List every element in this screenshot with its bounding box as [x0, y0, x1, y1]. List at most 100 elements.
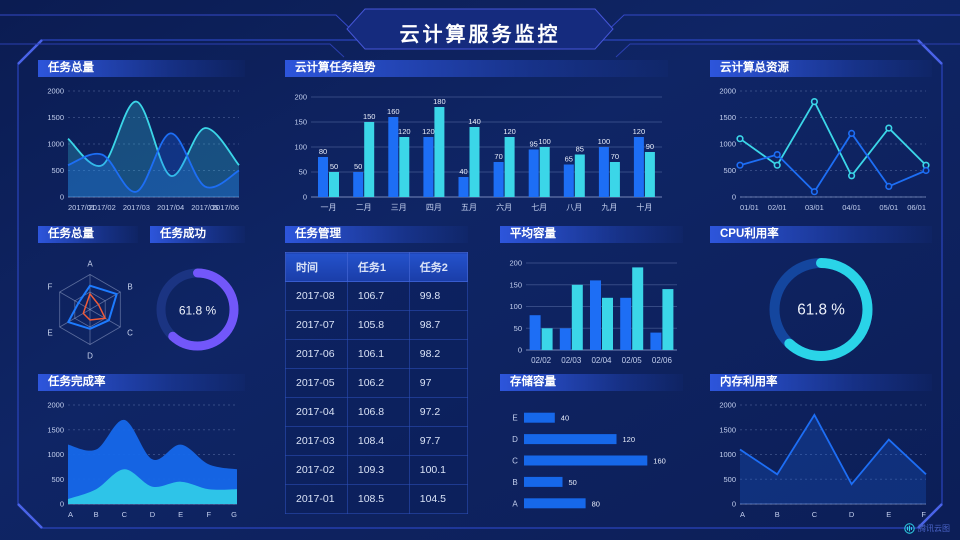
svg-text:65: 65	[565, 155, 573, 164]
svg-text:九月: 九月	[601, 203, 617, 212]
panel-cpu-usage: CPU利用率 61.8 %	[710, 226, 932, 366]
svg-text:0: 0	[732, 500, 736, 509]
svg-text:1000: 1000	[719, 140, 736, 149]
svg-text:40: 40	[561, 414, 569, 423]
svg-text:C: C	[127, 329, 133, 338]
task-trend-bar-chart: 0 50 100 150 200 80 50 一月 50 150 二月 160 120 三月 120 180 四…	[285, 83, 668, 218]
svg-text:2000: 2000	[47, 87, 64, 96]
panel-task-total-line: 任务总量 0 500 1000 1500 2000 2017/01 2017/02 2017/…	[38, 60, 245, 213]
svg-text:50: 50	[330, 162, 338, 171]
svg-text:500: 500	[723, 166, 736, 175]
svg-text:02/06: 02/06	[652, 356, 673, 365]
task-radar-chart: A B C D E F	[38, 249, 138, 371]
table-row[interactable]: 2017-04 106.8 97.2	[285, 397, 469, 427]
panel-storage: 存储容量 E 40 D 120 C 160 B 50 A 80	[500, 374, 683, 520]
task-table: 时间 任务1 任务2 2017-08 106.7 99.8 2017-07 105.8 98.7…	[285, 252, 469, 514]
table-header-cell: 任务2	[408, 252, 469, 282]
svg-text:六月: 六月	[496, 202, 512, 212]
svg-text:0: 0	[60, 500, 64, 509]
table-cell: 106.8	[346, 397, 410, 427]
table-cell: 108.5	[346, 484, 410, 514]
svg-text:B: B	[94, 510, 99, 519]
svg-text:500: 500	[51, 475, 64, 484]
svg-text:0: 0	[518, 346, 522, 355]
table-row[interactable]: 2017-07 105.8 98.7	[285, 310, 469, 340]
table-row[interactable]: 2017-06 106.1 98.2	[285, 339, 469, 369]
svg-text:40: 40	[459, 167, 467, 176]
table-cell: 2017-01	[285, 484, 348, 514]
storage-hbar-chart: E 40 D 120 C 160 B 50 A 80	[500, 397, 683, 525]
svg-text:F: F	[207, 510, 212, 519]
table-row[interactable]: 2017-03 108.4 97.7	[285, 426, 469, 456]
table-cell: 99.8	[408, 281, 469, 311]
svg-text:100: 100	[598, 137, 611, 146]
table-header-row: 时间 任务1 任务2	[285, 252, 469, 282]
panel-title-task-table: 任务管理	[285, 226, 468, 243]
svg-text:80: 80	[592, 499, 600, 508]
svg-text:F: F	[921, 510, 926, 519]
svg-text:04/01: 04/01	[842, 203, 861, 212]
svg-text:D: D	[849, 510, 855, 519]
table-row[interactable]: 2017-05 106.2 97	[285, 368, 469, 398]
table-cell: 2017-02	[285, 455, 348, 485]
svg-text:0: 0	[732, 193, 736, 202]
svg-text:C: C	[512, 457, 518, 466]
table-cell: 2017-08	[285, 281, 348, 311]
svg-text:A: A	[512, 499, 518, 508]
svg-text:500: 500	[51, 166, 64, 175]
watermark: 腾讯云图	[904, 523, 950, 534]
svg-text:1000: 1000	[719, 450, 736, 459]
svg-text:100: 100	[294, 143, 307, 152]
svg-text:A: A	[68, 510, 73, 519]
table-header-cell: 任务1	[346, 252, 410, 282]
svg-text:01/01: 01/01	[740, 203, 759, 212]
svg-text:C: C	[812, 510, 818, 519]
panel-title-task-completion: 任务完成率	[38, 374, 245, 391]
panel-task-success: 任务成功 61.8 %	[150, 226, 245, 366]
table-row[interactable]: 2017-08 106.7 99.8	[285, 281, 469, 311]
svg-text:02/05: 02/05	[622, 356, 643, 365]
svg-text:一月: 一月	[321, 203, 337, 212]
table-row[interactable]: 2017-02 109.3 100.1	[285, 455, 469, 485]
svg-text:120: 120	[633, 127, 646, 136]
svg-text:2017/06: 2017/06	[212, 203, 239, 212]
svg-text:180: 180	[433, 97, 446, 106]
panel-memory: 内存利用率 0 500 1000 1500 2000 A B C D E F	[710, 374, 932, 520]
svg-text:70: 70	[494, 152, 502, 161]
svg-text:200: 200	[509, 259, 522, 268]
svg-text:2000: 2000	[47, 401, 64, 410]
svg-text:200: 200	[294, 93, 307, 102]
svg-text:50: 50	[354, 162, 362, 171]
panel-title-task-success: 任务成功	[150, 226, 245, 243]
svg-text:90: 90	[646, 142, 654, 151]
table-cell: 2017-06	[285, 339, 348, 369]
table-cell: 98.2	[408, 339, 469, 369]
svg-text:1500: 1500	[719, 425, 736, 434]
page-title: 云计算服务监控	[399, 24, 561, 46]
svg-text:E: E	[47, 329, 52, 338]
svg-text:七月: 七月	[531, 203, 547, 212]
svg-text:150: 150	[509, 280, 522, 289]
panel-title-memory: 内存利用率	[710, 374, 932, 391]
table-cell: 100.1	[408, 455, 469, 485]
svg-text:1500: 1500	[719, 113, 736, 122]
table-cell: 105.8	[346, 310, 410, 340]
svg-text:五月: 五月	[461, 203, 477, 212]
svg-text:十月: 十月	[636, 202, 652, 212]
panel-task-table: 任务管理 时间 任务1 任务2 2017-08 106.7 99.8 2017-07 105.…	[285, 226, 469, 514]
svg-text:八月: 八月	[566, 203, 582, 212]
table-row[interactable]: 2017-01 108.5 104.5	[285, 484, 469, 514]
panel-title-avg-capacity: 平均容量	[500, 226, 683, 243]
panel-task-trend: 云计算任务趋势 0 50 100 150 200 80 50 一月 50 150 二月 160 120 三…	[285, 60, 668, 213]
svg-text:02/02: 02/02	[531, 356, 552, 365]
task-management-table: 时间 任务1 任务2 2017-08 106.7 99.8 2017-07 105.8 98.7…	[285, 252, 469, 514]
avg-capacity-bar-chart: 0 50 100 150 200 02/02 02/03 02/04 02/05 02/06	[500, 249, 683, 371]
svg-text:150: 150	[294, 118, 307, 127]
panel-avg-capacity: 平均容量 0 50 100 150 200 02/02 02/03 02/04 02/05 02/…	[500, 226, 683, 366]
svg-text:80: 80	[319, 147, 327, 156]
svg-text:50: 50	[299, 168, 307, 177]
svg-text:61.8 %: 61.8 %	[797, 302, 845, 319]
svg-text:2000: 2000	[719, 401, 736, 410]
svg-text:140: 140	[468, 117, 481, 126]
svg-text:70: 70	[611, 152, 619, 161]
